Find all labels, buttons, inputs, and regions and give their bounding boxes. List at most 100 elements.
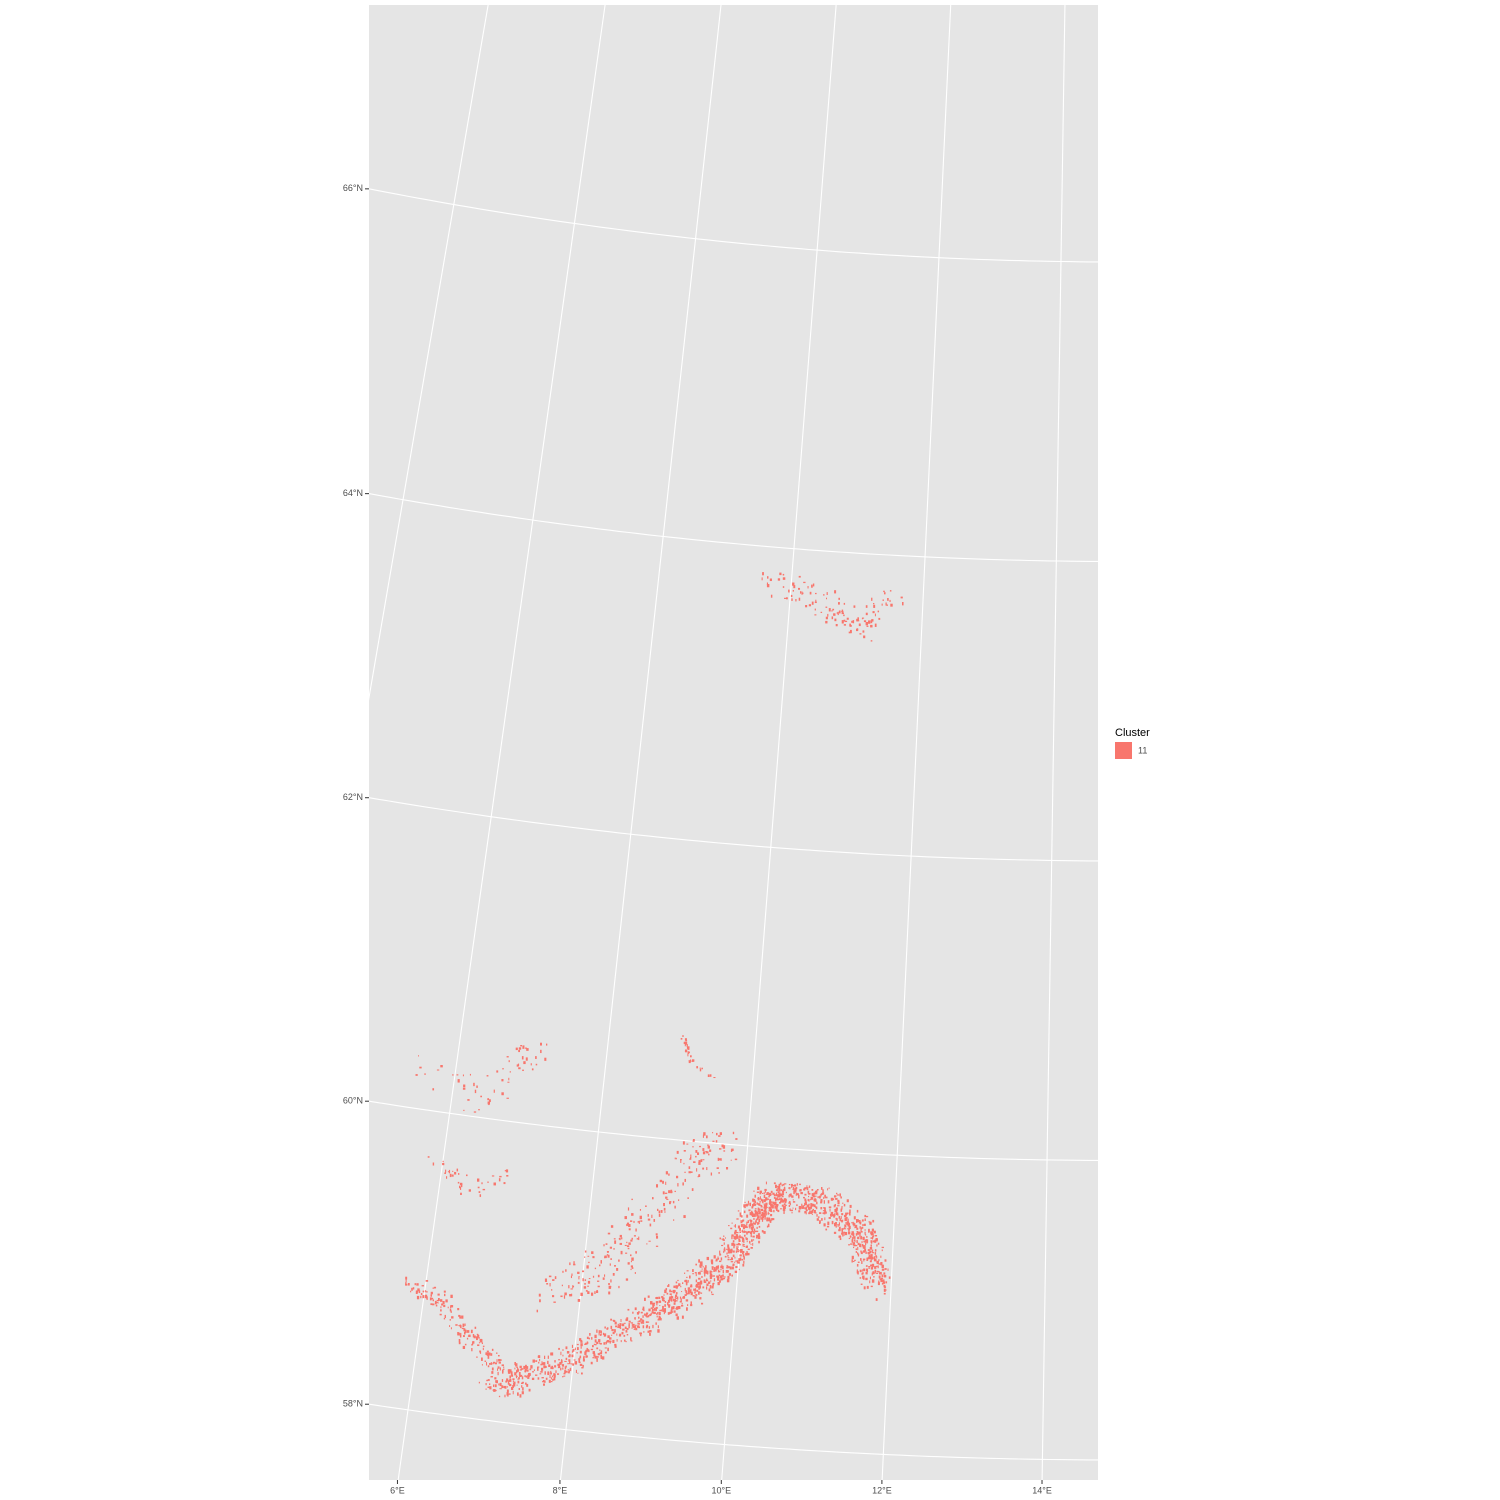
cell <box>751 1210 753 1214</box>
cell <box>648 1326 651 1329</box>
cell <box>585 1290 588 1292</box>
cell <box>506 1386 508 1388</box>
cell <box>859 1226 861 1229</box>
cell <box>703 1270 706 1274</box>
cell <box>848 1244 850 1246</box>
cell <box>476 1085 478 1088</box>
cell <box>726 1248 729 1250</box>
cell <box>758 1225 761 1228</box>
cell <box>518 1067 521 1070</box>
cell <box>658 1213 661 1217</box>
cell <box>858 623 861 627</box>
cell <box>871 1228 874 1232</box>
cell <box>596 1329 598 1333</box>
cell <box>554 1365 557 1368</box>
cell <box>763 1199 766 1203</box>
cell <box>731 1274 733 1277</box>
cell <box>732 1265 734 1267</box>
cell <box>865 622 868 626</box>
cell <box>809 1211 811 1214</box>
cell <box>566 1351 570 1354</box>
cell <box>701 1268 703 1270</box>
cell <box>758 1240 760 1244</box>
cell <box>722 1269 724 1274</box>
cell <box>843 602 846 605</box>
cell <box>598 1342 601 1344</box>
cell <box>856 618 859 622</box>
cell <box>827 1188 829 1191</box>
cell <box>633 1328 635 1330</box>
cell <box>778 1186 780 1190</box>
cell <box>862 1258 866 1261</box>
cell <box>838 1222 840 1226</box>
cell <box>750 1230 753 1234</box>
cell <box>627 1262 630 1265</box>
cell <box>846 1223 848 1225</box>
cell <box>872 611 875 614</box>
cell <box>686 1307 688 1311</box>
cell <box>628 1324 630 1329</box>
cell <box>620 1250 623 1255</box>
cluster-cells <box>405 572 904 1398</box>
cell <box>584 1256 586 1258</box>
cell <box>692 1140 694 1142</box>
cell <box>875 1298 878 1301</box>
cell <box>852 1260 855 1263</box>
cell <box>582 1364 584 1368</box>
cell <box>659 1309 662 1311</box>
cell <box>480 1339 483 1343</box>
cell <box>585 1349 588 1353</box>
cell <box>856 1270 859 1274</box>
cell <box>858 1220 861 1222</box>
cell <box>805 1213 807 1215</box>
cell <box>719 1254 722 1256</box>
cell <box>603 1244 605 1247</box>
cell <box>724 1237 726 1239</box>
cell <box>862 1245 865 1249</box>
cell <box>879 1276 881 1280</box>
cell <box>473 1111 477 1113</box>
cell <box>870 1285 873 1288</box>
cell <box>696 1066 699 1069</box>
cell <box>664 1289 667 1294</box>
cell <box>855 1245 858 1247</box>
cell <box>655 1245 659 1247</box>
cell <box>680 1285 682 1288</box>
cell <box>711 1267 714 1270</box>
cell <box>614 1240 617 1244</box>
cell <box>726 1279 730 1283</box>
cell <box>883 1272 886 1275</box>
cell <box>743 1224 745 1227</box>
cell <box>622 1328 625 1331</box>
cell <box>802 1205 804 1209</box>
cell <box>835 1197 838 1200</box>
cell <box>658 1300 662 1303</box>
cell <box>464 1331 466 1335</box>
cell <box>455 1324 458 1326</box>
graticule <box>369 5 1098 1480</box>
cell <box>857 1236 860 1240</box>
cell <box>788 1202 790 1204</box>
cell <box>619 1325 622 1328</box>
cell <box>871 597 873 601</box>
cell <box>772 1192 775 1195</box>
cell <box>724 1247 726 1251</box>
cell <box>527 1375 529 1377</box>
cell <box>552 1279 555 1281</box>
cell <box>484 1360 487 1362</box>
x-tick-label: 10°E <box>711 1485 731 1495</box>
cell <box>656 1303 658 1306</box>
cell <box>860 1250 862 1253</box>
cell <box>767 1213 770 1215</box>
cell <box>868 1254 871 1258</box>
cell <box>702 1265 704 1268</box>
cell <box>587 1285 589 1287</box>
cell <box>564 1369 566 1374</box>
cell <box>645 1321 648 1323</box>
cell <box>815 599 817 603</box>
cell <box>693 1161 696 1164</box>
cell <box>700 1292 703 1294</box>
cell <box>474 1089 477 1094</box>
cell <box>869 1221 872 1225</box>
cell <box>515 1047 518 1051</box>
